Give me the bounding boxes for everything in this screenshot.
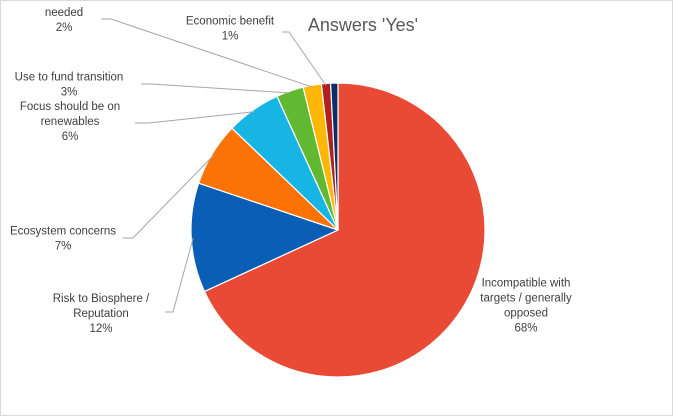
slice-label-line: renewables bbox=[41, 116, 100, 128]
slice-label-line: Use to fund transition bbox=[15, 72, 124, 84]
slice-label-4: Use to fund transition 3% bbox=[15, 72, 124, 99]
leader-line-2 bbox=[123, 154, 215, 239]
pie-slice-7 bbox=[329, 82, 339, 231]
slice-percent: 12% bbox=[89, 323, 112, 335]
slice-label-5: Further research needed 2% bbox=[21, 1, 106, 34]
leader-line-1 bbox=[165, 237, 194, 313]
slice-label-line: opposed bbox=[504, 308, 548, 320]
slice-percent: 1% bbox=[222, 31, 239, 43]
slice-label-line: Risk to Biosphere / bbox=[53, 293, 150, 305]
slice-label-line: Ecosystem concerns bbox=[10, 226, 116, 238]
slice-label-line: Incompatible with bbox=[482, 278, 571, 290]
slice-label-0: Incompatible with targets / generally oppo… bbox=[480, 278, 572, 335]
slice-label-3: Focus should be on renewables 6% bbox=[20, 101, 120, 143]
pie-slices bbox=[190, 82, 486, 378]
leader-line-6 bbox=[282, 31, 327, 86]
slice-label-line: Reputation bbox=[73, 308, 129, 320]
leader-line-5 bbox=[101, 18, 313, 88]
slice-labels: Incompatible with targets / generally oppo… bbox=[10, 1, 572, 335]
slice-label-line: needed bbox=[45, 7, 83, 19]
slice-label-6: Economic benefit 1% bbox=[186, 16, 275, 43]
slice-label-line: targets / generally bbox=[480, 293, 572, 305]
slice-percent: 2% bbox=[56, 22, 73, 34]
slice-label-line: Economic benefit bbox=[186, 16, 275, 28]
pie-slice-1 bbox=[190, 182, 340, 293]
chart-title: Answers 'Yes' bbox=[308, 15, 418, 35]
slice-label-line: Focus should be on bbox=[20, 101, 120, 113]
slice-label-2: Ecosystem concerns 7% bbox=[10, 226, 116, 253]
slice-percent: 68% bbox=[514, 323, 537, 335]
slice-percent: 6% bbox=[62, 131, 79, 143]
slice-label-line: Further research bbox=[21, 1, 106, 4]
leader-lines bbox=[101, 18, 327, 313]
slice-percent: 7% bbox=[55, 241, 72, 253]
slice-label-1: Risk to Biosphere / Reputation 12% bbox=[53, 293, 150, 335]
pie-slice-0 bbox=[203, 82, 486, 378]
slice-percent: 3% bbox=[61, 87, 78, 99]
leader-line-4 bbox=[141, 83, 291, 94]
leader-line-3 bbox=[135, 111, 255, 124]
